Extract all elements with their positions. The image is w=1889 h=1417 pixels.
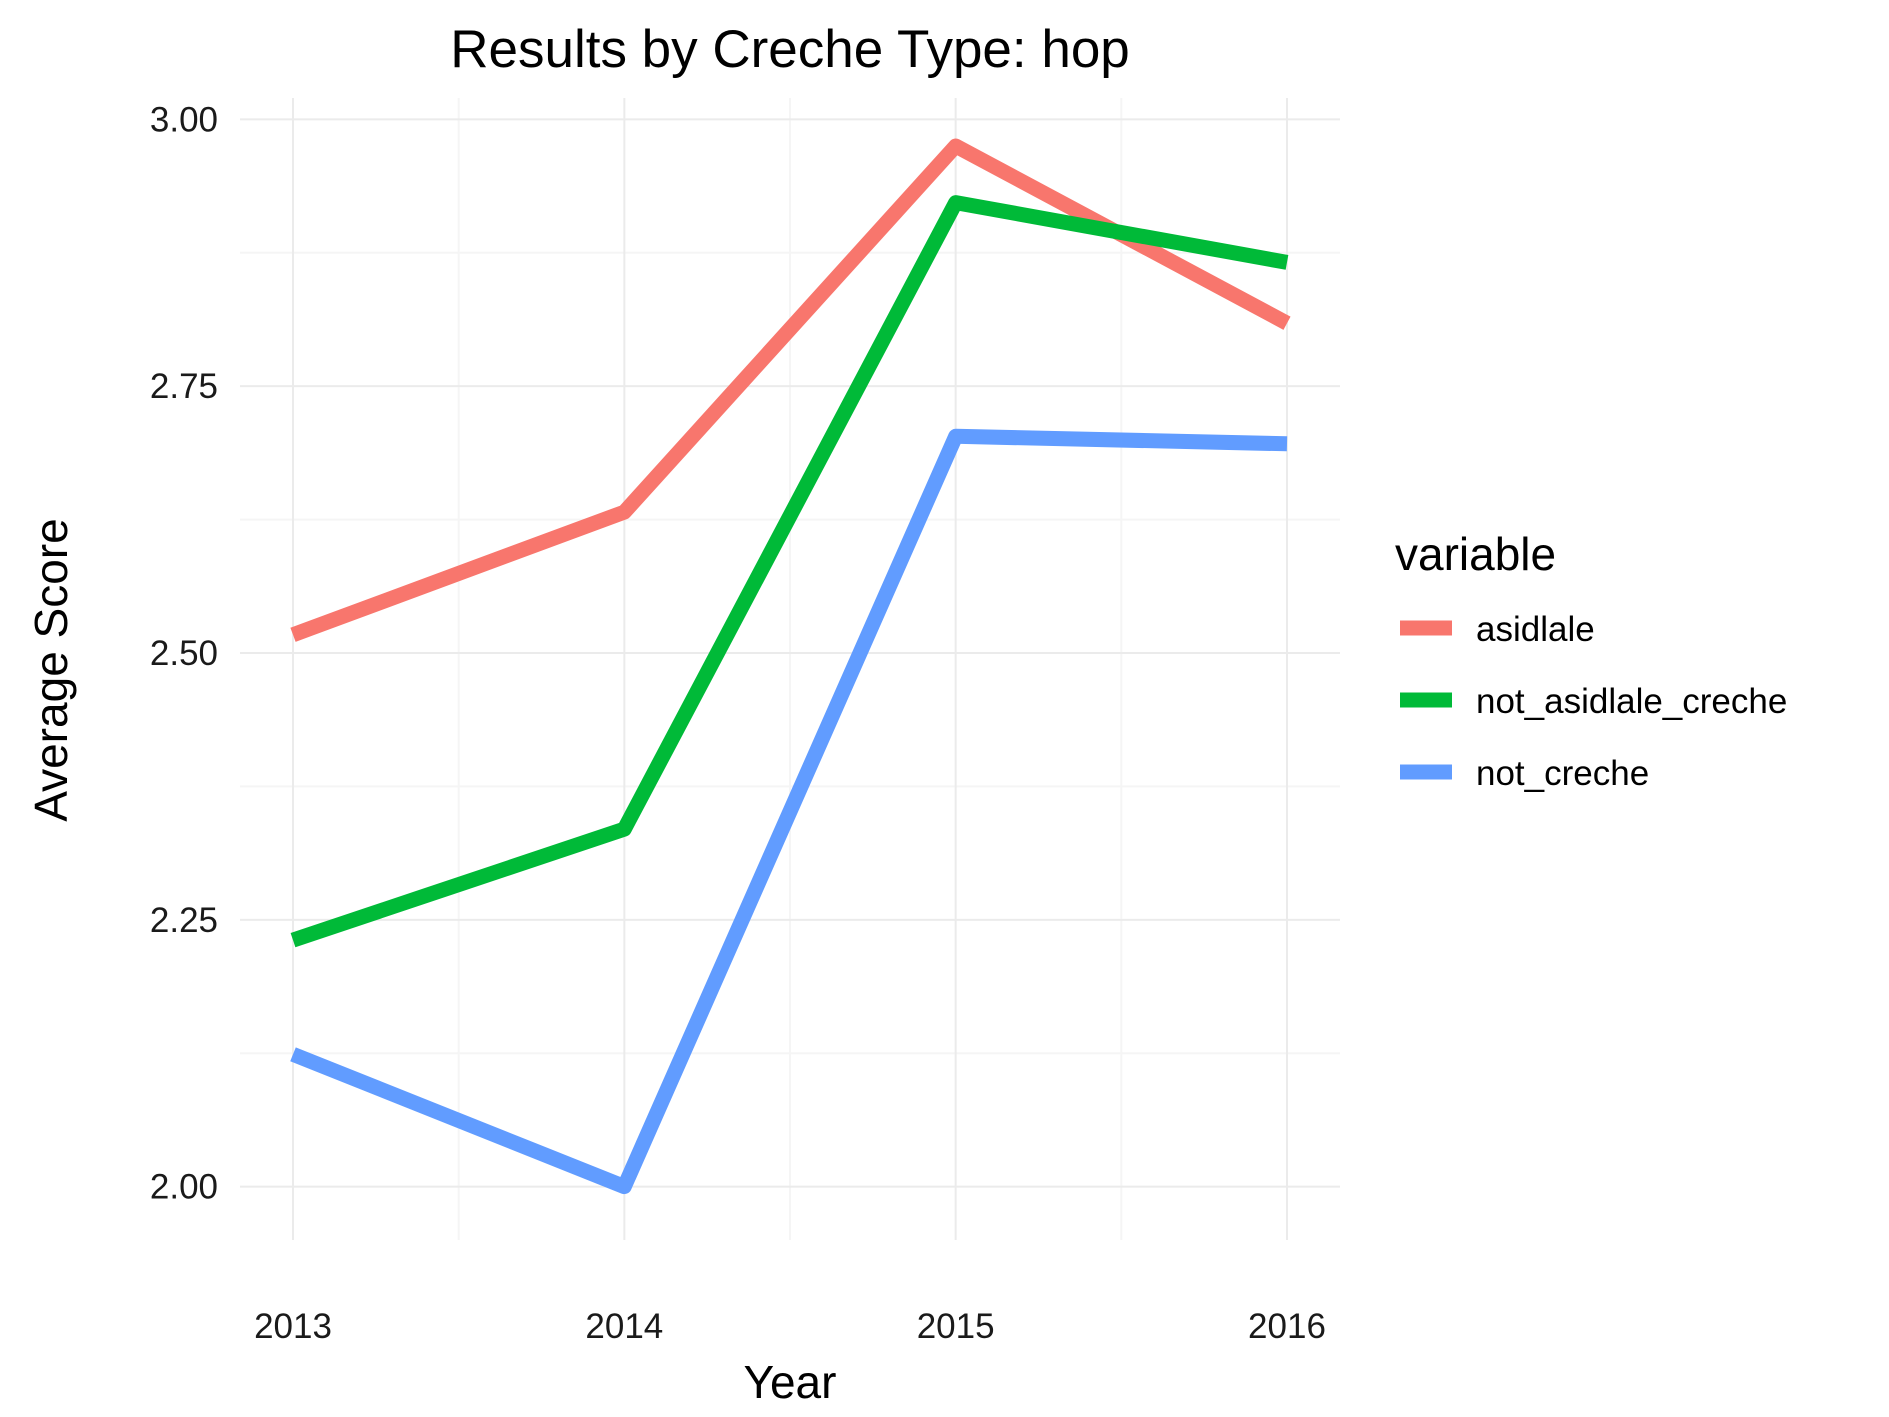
x-tick-label: 2014 (585, 1307, 663, 1346)
legend-label-asidlale: asidlale (1476, 610, 1595, 649)
y-tick-label: 2.00 (150, 1168, 218, 1207)
series-lines (290, 138, 1291, 1195)
y-axis-tick-labels: 2.00 2.25 2.50 2.75 3.00 (150, 100, 218, 1206)
y-tick-label: 3.00 (150, 100, 218, 139)
x-tick-label: 2013 (254, 1307, 332, 1346)
y-tick-label: 2.25 (150, 901, 218, 940)
legend-title: variable (1395, 528, 1556, 580)
x-tick-label: 2016 (1248, 1307, 1326, 1346)
legend: variable asidlale not_asidlale_creche not_… (1395, 528, 1787, 793)
series-line-not-asidlale-creche (290, 195, 1289, 948)
y-tick-label: 2.50 (150, 634, 218, 673)
x-tick-label: 2015 (917, 1307, 995, 1346)
x-axis-tick-labels: 2013 2014 2015 2016 (254, 1307, 1326, 1346)
series-line-not-creche (290, 428, 1288, 1195)
x-axis-title: Year (744, 1356, 837, 1408)
y-tick-label: 2.75 (150, 367, 218, 406)
chart-title: Results by Creche Type: hop (450, 20, 1130, 79)
legend-items: asidlale not_asidlale_creche not_creche (1400, 610, 1787, 793)
legend-label-not-creche: not_creche (1476, 754, 1649, 793)
major-gridlines (240, 98, 1340, 1240)
legend-label-not-asidlale-creche: not_asidlale_creche (1476, 682, 1787, 721)
y-axis-title: Average Score (25, 518, 77, 821)
